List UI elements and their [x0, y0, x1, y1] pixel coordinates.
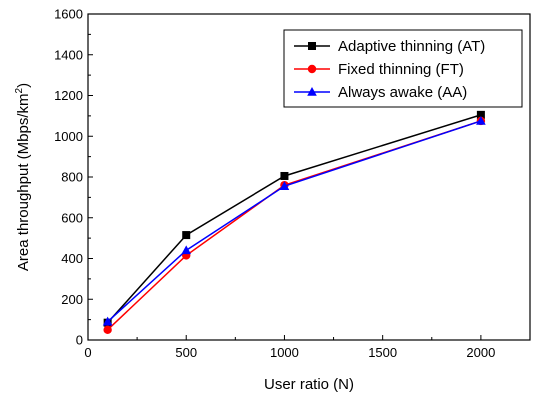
- y-tick-label: 1400: [54, 47, 83, 62]
- y-axis: 0 200 400 600 800 1000 1200 1400 1600: [54, 7, 93, 348]
- series-line: [107, 114, 482, 324]
- series-square: [103, 110, 485, 327]
- x-axis-label: User ratio (N): [264, 376, 354, 393]
- x-tick-label: 0: [84, 345, 91, 360]
- data-point: [182, 231, 191, 240]
- legend: Adaptive thinning (AT) Fixed thinning (FT…: [283, 29, 523, 108]
- x-tick-label: 2000: [466, 345, 495, 360]
- x-axis: 0 500 1000 1500 2000: [84, 335, 495, 360]
- data-point: [476, 115, 486, 125]
- y-tick-label: 200: [61, 292, 83, 307]
- y-axis-label: Area throughput (Mbps/km2): [14, 83, 32, 271]
- legend-marker: [307, 87, 317, 96]
- y-tick-label: 1200: [54, 88, 83, 103]
- legend-marker: [307, 64, 317, 74]
- y-tick-label: 400: [61, 251, 83, 266]
- y-tick-label: 1000: [54, 129, 83, 144]
- series-triangle: [102, 115, 486, 326]
- y-tick-label: 1600: [54, 7, 83, 22]
- y-tick-label: 800: [61, 170, 83, 185]
- series-line: [107, 120, 482, 323]
- data-point: [102, 316, 113, 326]
- legend-label: Fixed thinning (FT): [338, 61, 464, 78]
- y-tick-label: 600: [61, 210, 83, 225]
- x-tick-label: 500: [175, 345, 197, 360]
- y-axis-label-close: ): [15, 83, 32, 88]
- y-axis-label-superscript: 2: [14, 87, 25, 93]
- legend-label: Adaptive thinning (AT): [338, 38, 485, 55]
- x-tick-label: 1000: [270, 345, 299, 360]
- data-point: [279, 181, 290, 190]
- x-tick-label: 1500: [368, 345, 397, 360]
- y-tick-label: 0: [76, 333, 83, 348]
- y-axis-label-main: Area throughput (Mbps/km: [15, 93, 32, 271]
- data-point: [476, 110, 485, 119]
- series-circle: [103, 116, 486, 335]
- data-point: [103, 325, 112, 335]
- data-point: [181, 245, 192, 255]
- data-point: [280, 171, 289, 180]
- legend-label: Always awake (AA): [338, 84, 467, 101]
- series-line: [107, 120, 482, 331]
- legend-marker: [308, 42, 316, 50]
- series-layer: [102, 110, 486, 335]
